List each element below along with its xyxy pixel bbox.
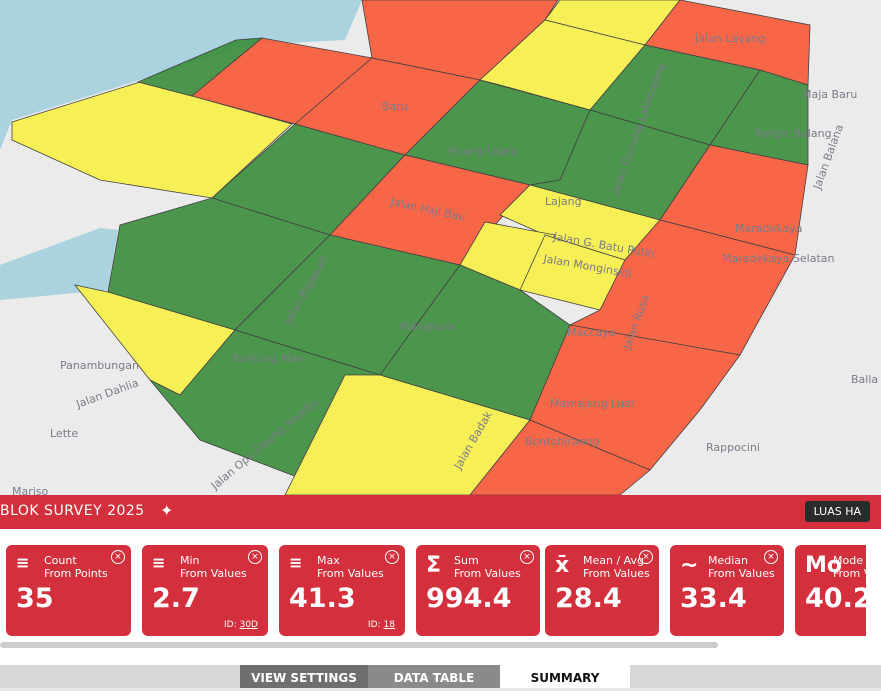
card-subtitle: From Values [833, 567, 866, 580]
map-label: Rappocini [706, 441, 760, 454]
card-title: Max [317, 554, 340, 567]
card-value: 41.3 [289, 583, 356, 614]
id-label: ID: [223, 620, 237, 630]
map-label: Maccaya [567, 326, 615, 339]
block [284, 374, 531, 495]
water [0, 0, 362, 150]
luas-button[interactable]: LUAS HA [804, 501, 870, 522]
card-value: 35 [16, 583, 54, 614]
card-title: Median [708, 554, 749, 567]
close-button[interactable]: × [764, 550, 778, 564]
card-icon: ≡ [152, 553, 166, 572]
card-title: Mean / Avg [583, 554, 645, 567]
map-label: Tompo Balang [753, 127, 832, 140]
stat-card: x̄ Mean / Avg From Values 28.4 × [545, 545, 659, 636]
card-value: 994.4 [426, 583, 512, 614]
card-title: Sum [454, 554, 479, 567]
map-label: Mangkura [400, 320, 454, 333]
card-icon: ≡ [289, 553, 303, 572]
close-button[interactable]: × [639, 550, 653, 564]
map-label: Pisang Utara [448, 145, 518, 158]
block [529, 324, 741, 471]
close-button[interactable]: × [111, 550, 125, 564]
map-label: Maja Baru [802, 88, 857, 101]
map-label: Panambungan [60, 359, 139, 372]
card-subtitle: From Values [454, 567, 521, 580]
map-label: Baru [382, 100, 408, 113]
card-id: ID: 30D [224, 620, 258, 630]
card-title: Count [44, 554, 77, 567]
tab[interactable]: DATA TABLE [368, 665, 500, 688]
card-value: 40.2 [805, 583, 866, 614]
card-icon: Mo [805, 553, 843, 578]
tabs: VIEW SETTINGS DATA TABLE SUMMARY [0, 665, 881, 688]
map-label: Mamajang Luar [550, 397, 636, 410]
cards-clip: ≡ Count From Points 35 × ≡ Min From Values 2.7 ID… [0, 529, 866, 649]
id-link[interactable]: 18 [383, 620, 395, 630]
id-label: ID: [367, 620, 381, 630]
map-label: Jalan Layang [694, 32, 765, 45]
card-subtitle: From Values [583, 567, 650, 580]
card-title: Mode [833, 554, 863, 567]
card-icon: Σ [426, 553, 442, 578]
map-label: Lajang [545, 195, 582, 208]
map-label: Lette [50, 427, 78, 440]
id-link[interactable]: 30D [239, 620, 258, 630]
card-id: ID: 18 [368, 620, 395, 630]
map-label: Mariso [12, 485, 49, 495]
tab[interactable]: VIEW SETTINGS [240, 665, 368, 688]
map-label: Bontobiraeng [525, 435, 599, 448]
card-icon: x̄ [555, 553, 570, 578]
panel-header: BLOK SURVEY 2025 ✦ LUAS HA [0, 495, 881, 529]
stat-card: ≡ Max From Values 41.3 ID: 18 × [279, 545, 405, 636]
map-label: Balla [851, 373, 878, 386]
card-icon: ≡ [16, 553, 30, 572]
stat-card: Σ Sum From Values 994.4 × [416, 545, 540, 636]
stat-card: ~ Median From Values 33.4 × [670, 545, 784, 636]
close-button[interactable]: × [248, 550, 262, 564]
card-subtitle: From Values [708, 567, 775, 580]
card-subtitle: From Values [317, 567, 384, 580]
card-subtitle: From Values [180, 567, 247, 580]
close-button[interactable]: × [520, 550, 534, 564]
tab[interactable]: SUMMARY [500, 665, 630, 688]
card-icon: ~ [680, 553, 699, 578]
card-value: 28.4 [555, 583, 622, 614]
panel-title: BLOK SURVEY 2025 [0, 503, 145, 519]
map-label: Kunjung Mae [233, 352, 304, 365]
card-title: Min [180, 554, 200, 567]
card-value: 33.4 [680, 583, 747, 614]
close-button[interactable]: × [385, 550, 399, 564]
water [0, 228, 118, 300]
card-subtitle: From Points [44, 567, 108, 580]
card-value: 2.7 [152, 583, 200, 614]
stat-card: ≡ Count From Points 35 × [6, 545, 131, 636]
block [469, 419, 651, 495]
scrollbar[interactable] [0, 642, 718, 648]
blocks [11, 0, 811, 495]
stat-card: ≡ Min From Values 2.7 ID: 30D × [142, 545, 268, 636]
sparkle-icon: ✦ [160, 501, 174, 520]
map-label: Maradekaya Selatan [722, 252, 835, 265]
map-label: Maradekaya [735, 222, 802, 235]
cards-area: ≡ Count From Points 35 × ≡ Min From Values 2.7 ID… [0, 529, 881, 665]
